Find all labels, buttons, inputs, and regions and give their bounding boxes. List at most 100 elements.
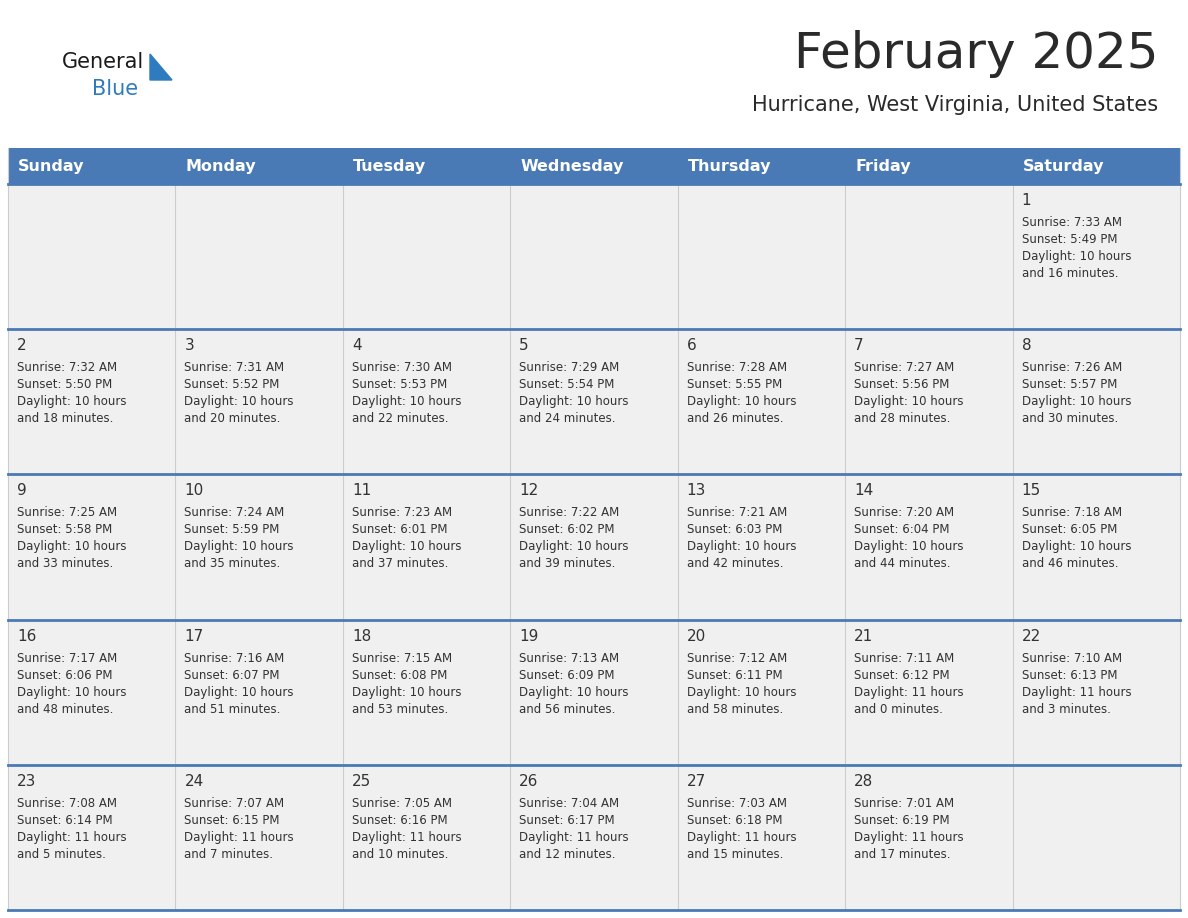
- Text: Daylight: 10 hours: Daylight: 10 hours: [1022, 541, 1131, 554]
- Text: Sunset: 6:07 PM: Sunset: 6:07 PM: [184, 668, 280, 681]
- Bar: [8, 475, 176, 620]
- Bar: [343, 475, 511, 620]
- Bar: [1012, 620, 1180, 765]
- Text: and 0 minutes.: and 0 minutes.: [854, 702, 943, 716]
- Text: Sunrise: 7:11 AM: Sunrise: 7:11 AM: [854, 652, 954, 665]
- Text: 21: 21: [854, 629, 873, 644]
- Text: Sunset: 6:12 PM: Sunset: 6:12 PM: [854, 668, 949, 681]
- Text: Sunrise: 7:24 AM: Sunrise: 7:24 AM: [184, 507, 285, 520]
- Text: 17: 17: [184, 629, 203, 644]
- Text: Sunset: 5:50 PM: Sunset: 5:50 PM: [17, 378, 112, 391]
- Bar: [677, 148, 845, 184]
- Text: 11: 11: [352, 484, 371, 498]
- Text: Sunrise: 7:04 AM: Sunrise: 7:04 AM: [519, 797, 619, 810]
- Text: Thursday: Thursday: [688, 159, 771, 174]
- Bar: [1012, 148, 1180, 184]
- Bar: [8, 620, 176, 765]
- Text: Sunset: 6:13 PM: Sunset: 6:13 PM: [1022, 668, 1117, 681]
- Text: 23: 23: [17, 774, 37, 789]
- Text: Sunrise: 7:15 AM: Sunrise: 7:15 AM: [352, 652, 451, 665]
- Text: and 35 minutes.: and 35 minutes.: [184, 557, 280, 570]
- Text: Sunset: 5:57 PM: Sunset: 5:57 PM: [1022, 378, 1117, 391]
- Bar: [343, 330, 511, 475]
- Text: Daylight: 11 hours: Daylight: 11 hours: [352, 831, 461, 844]
- Text: Sunrise: 7:23 AM: Sunrise: 7:23 AM: [352, 507, 451, 520]
- Bar: [677, 184, 845, 330]
- Text: Sunset: 6:05 PM: Sunset: 6:05 PM: [1022, 523, 1117, 536]
- Text: Sunrise: 7:27 AM: Sunrise: 7:27 AM: [854, 361, 954, 375]
- Bar: [511, 475, 677, 620]
- Text: and 7 minutes.: and 7 minutes.: [184, 848, 273, 861]
- Text: Sunset: 5:49 PM: Sunset: 5:49 PM: [1022, 233, 1117, 246]
- Bar: [176, 765, 343, 910]
- Text: General: General: [62, 52, 144, 72]
- Text: Daylight: 10 hours: Daylight: 10 hours: [352, 541, 461, 554]
- Text: Daylight: 10 hours: Daylight: 10 hours: [519, 541, 628, 554]
- Bar: [845, 330, 1012, 475]
- Text: Daylight: 10 hours: Daylight: 10 hours: [854, 541, 963, 554]
- Text: Sunrise: 7:08 AM: Sunrise: 7:08 AM: [17, 797, 116, 810]
- Text: Sunrise: 7:32 AM: Sunrise: 7:32 AM: [17, 361, 118, 375]
- Text: Sunrise: 7:20 AM: Sunrise: 7:20 AM: [854, 507, 954, 520]
- Text: Daylight: 10 hours: Daylight: 10 hours: [1022, 396, 1131, 409]
- Text: Saturday: Saturday: [1023, 159, 1104, 174]
- Text: 4: 4: [352, 338, 361, 353]
- Text: Sunrise: 7:13 AM: Sunrise: 7:13 AM: [519, 652, 619, 665]
- Text: Friday: Friday: [855, 159, 911, 174]
- Text: 13: 13: [687, 484, 706, 498]
- Text: Daylight: 10 hours: Daylight: 10 hours: [352, 686, 461, 699]
- Text: and 44 minutes.: and 44 minutes.: [854, 557, 950, 570]
- Text: 19: 19: [519, 629, 538, 644]
- Bar: [8, 330, 176, 475]
- Text: Tuesday: Tuesday: [353, 159, 426, 174]
- Text: Daylight: 10 hours: Daylight: 10 hours: [519, 396, 628, 409]
- Text: 7: 7: [854, 338, 864, 353]
- Text: 1: 1: [1022, 193, 1031, 208]
- Bar: [1012, 330, 1180, 475]
- Text: Sunset: 6:02 PM: Sunset: 6:02 PM: [519, 523, 614, 536]
- Text: 2: 2: [17, 338, 26, 353]
- Bar: [845, 184, 1012, 330]
- Bar: [343, 620, 511, 765]
- Text: and 3 minutes.: and 3 minutes.: [1022, 702, 1111, 716]
- Text: Daylight: 11 hours: Daylight: 11 hours: [854, 831, 963, 844]
- Text: and 16 minutes.: and 16 minutes.: [1022, 267, 1118, 280]
- Text: Sunrise: 7:21 AM: Sunrise: 7:21 AM: [687, 507, 786, 520]
- Text: Sunset: 6:09 PM: Sunset: 6:09 PM: [519, 668, 614, 681]
- Text: Sunrise: 7:05 AM: Sunrise: 7:05 AM: [352, 797, 451, 810]
- Text: 14: 14: [854, 484, 873, 498]
- Text: Daylight: 10 hours: Daylight: 10 hours: [854, 396, 963, 409]
- Text: Daylight: 11 hours: Daylight: 11 hours: [687, 831, 796, 844]
- Text: and 5 minutes.: and 5 minutes.: [17, 848, 106, 861]
- Text: Sunrise: 7:10 AM: Sunrise: 7:10 AM: [1022, 652, 1121, 665]
- Text: and 17 minutes.: and 17 minutes.: [854, 848, 950, 861]
- Text: and 53 minutes.: and 53 minutes.: [352, 702, 448, 716]
- Bar: [845, 148, 1012, 184]
- Text: 15: 15: [1022, 484, 1041, 498]
- Bar: [343, 184, 511, 330]
- Text: 10: 10: [184, 484, 203, 498]
- Text: and 46 minutes.: and 46 minutes.: [1022, 557, 1118, 570]
- Text: Sunrise: 7:31 AM: Sunrise: 7:31 AM: [184, 361, 285, 375]
- Text: Sunset: 6:16 PM: Sunset: 6:16 PM: [352, 813, 448, 827]
- Text: and 12 minutes.: and 12 minutes.: [519, 848, 615, 861]
- Text: Daylight: 11 hours: Daylight: 11 hours: [17, 831, 127, 844]
- Text: Daylight: 11 hours: Daylight: 11 hours: [1022, 686, 1131, 699]
- Polygon shape: [150, 54, 172, 80]
- Text: Sunrise: 7:26 AM: Sunrise: 7:26 AM: [1022, 361, 1121, 375]
- Text: 8: 8: [1022, 338, 1031, 353]
- Text: Sunrise: 7:25 AM: Sunrise: 7:25 AM: [17, 507, 118, 520]
- Bar: [511, 765, 677, 910]
- Text: Monday: Monday: [185, 159, 257, 174]
- Text: 24: 24: [184, 774, 203, 789]
- Text: Sunset: 5:55 PM: Sunset: 5:55 PM: [687, 378, 782, 391]
- Text: Sunrise: 7:12 AM: Sunrise: 7:12 AM: [687, 652, 786, 665]
- Text: Sunrise: 7:22 AM: Sunrise: 7:22 AM: [519, 507, 619, 520]
- Text: Daylight: 10 hours: Daylight: 10 hours: [17, 541, 126, 554]
- Bar: [176, 184, 343, 330]
- Text: Daylight: 10 hours: Daylight: 10 hours: [687, 686, 796, 699]
- Text: and 58 minutes.: and 58 minutes.: [687, 702, 783, 716]
- Bar: [845, 620, 1012, 765]
- Text: Sunset: 5:59 PM: Sunset: 5:59 PM: [184, 523, 280, 536]
- Text: Sunset: 5:52 PM: Sunset: 5:52 PM: [184, 378, 280, 391]
